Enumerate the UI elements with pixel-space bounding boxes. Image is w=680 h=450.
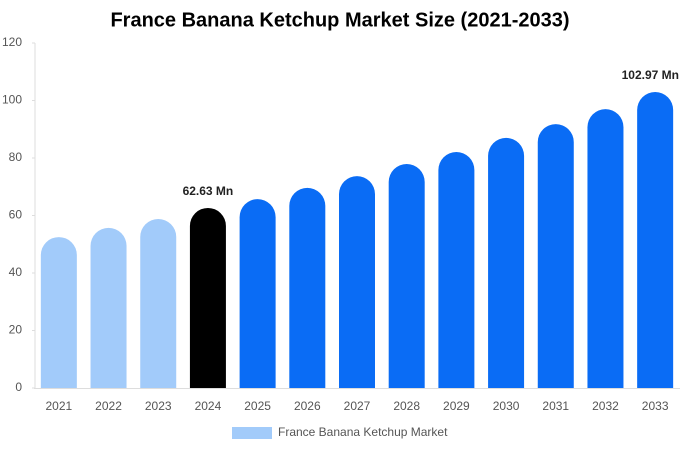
y-tick-label: 60 [9, 208, 23, 222]
bar [488, 137, 525, 388]
x-tick-label: 2031 [542, 399, 569, 413]
x-tick-label: 2025 [244, 399, 271, 413]
y-tick-label: 20 [9, 323, 23, 337]
x-tick-label: 2030 [493, 399, 520, 413]
bar [189, 207, 226, 388]
x-tick-label: 2021 [45, 399, 72, 413]
bar [438, 151, 475, 388]
y-tick-label: 100 [2, 93, 22, 107]
y-tick-label: 80 [9, 150, 23, 164]
value-label: 62.63 Mn [183, 184, 234, 198]
x-tick-label: 2032 [592, 399, 619, 413]
legend-swatch [232, 427, 272, 439]
y-tick-label: 40 [9, 265, 23, 279]
x-tick-label: 2027 [344, 399, 371, 413]
bar [388, 164, 425, 388]
x-tick-label: 2024 [195, 399, 222, 413]
bar [289, 187, 326, 388]
bar [239, 199, 276, 388]
x-tick-label: 2026 [294, 399, 321, 413]
x-tick-label: 2028 [393, 399, 420, 413]
y-tick-label: 120 [2, 35, 22, 49]
x-tick-label: 2023 [145, 399, 172, 413]
bar [587, 109, 624, 388]
bar [40, 237, 77, 388]
x-tick-label: 2029 [443, 399, 470, 413]
y-tick-label: 0 [15, 380, 22, 394]
bar [339, 176, 375, 388]
legend-label: France Banana Ketchup Market [278, 425, 448, 439]
value-label: 102.97 Mn [622, 68, 679, 82]
bar [637, 91, 674, 389]
chart-title: France Banana Ketchup Market Size (2021-… [110, 9, 569, 31]
x-tick-label: 2022 [95, 399, 122, 413]
x-tick-label: 2033 [642, 399, 669, 413]
bar [90, 227, 127, 388]
bar [537, 124, 574, 388]
bar [140, 218, 177, 388]
